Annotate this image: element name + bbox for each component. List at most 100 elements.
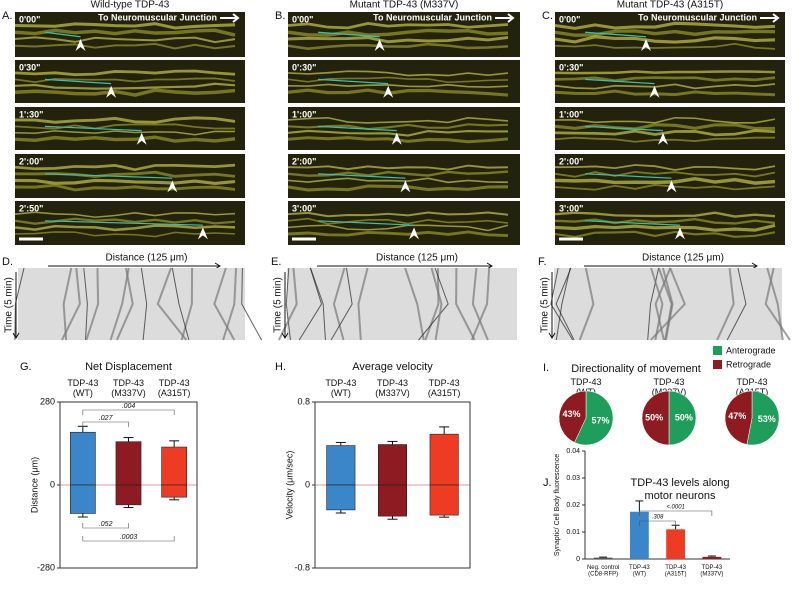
direction-arrow [220,13,240,23]
pie-slice [668,390,697,446]
axis-arrow [12,272,20,339]
axon [14,217,236,225]
axon [554,21,776,30]
arrowhead [106,85,117,98]
axis-arrow [548,272,556,339]
kymo-track [171,267,190,341]
arrowhead [409,227,419,240]
axis-arrow [281,272,289,339]
bar [666,529,686,559]
kymo-track [156,267,188,341]
time-label: 0':30" [292,62,316,72]
track [584,78,655,85]
y-tick-label: 0.8 [297,396,310,406]
axon [14,178,236,186]
axon [554,171,776,178]
time-label: 1':00" [559,109,583,119]
kymo-track [116,267,134,341]
panel-letter: D. [2,256,13,268]
kymo-track [430,267,443,341]
panel-title: Wild-type TDP-43 [91,0,170,11]
bar [593,557,613,559]
y-tick-label: 0 [305,479,310,489]
axon [287,170,509,177]
range-bar [69,431,96,486]
x-axis-label: Distance (125 μm) [106,253,188,264]
micrograph [15,154,245,198]
axon [14,183,236,192]
arrowhead [675,227,685,240]
axon [14,69,236,77]
x-category-label: TDP-43 (M337V) [111,378,146,398]
arrowhead [400,180,411,193]
chart-title: Directionality of movement [571,363,701,375]
chart-title: Net Displacement [85,361,172,373]
time-label: 1':00" [292,109,316,119]
value-label: 53% [758,414,776,424]
track [44,31,81,38]
axon [14,36,236,44]
significance-bracket [639,510,713,516]
kymograph [287,268,517,340]
kymo-track [471,267,489,341]
axon [287,224,509,232]
kymo-track [550,267,574,341]
axon [14,163,236,172]
kymo-track [332,267,346,341]
axon [287,211,509,218]
axon [14,224,236,232]
p-value: <.0001 [666,505,685,511]
arrowhead [391,132,402,145]
direction-label: To Neuromuscular Junction [98,12,217,22]
kymo-track [61,267,81,341]
x-category-label: TDP-43 (WT) [629,565,650,578]
range-bar [429,484,459,516]
range-bar [429,433,459,486]
time-label: 1':30" [19,109,43,119]
axon [554,116,776,124]
axon [14,135,236,143]
axon [287,129,509,137]
y-axis-label: Velocity (μm/sec) [284,451,294,520]
chart-title: Average velocity [352,361,433,373]
kymo-track [424,267,440,341]
kymo-track [310,267,326,341]
time-label: 0'00" [292,14,313,24]
time-label: 3':00" [559,203,583,213]
axon [554,164,776,171]
kymo-track [657,267,673,341]
time-label: 3':00" [292,203,316,213]
panel-letter: H. [275,361,286,373]
range-bar [161,446,188,486]
kymo-track [357,267,369,341]
x-category-label: TDP-43 (WT) [67,378,98,398]
y-tick-label: 0.04 [566,448,580,455]
kymo-track [555,267,571,341]
axon [287,42,509,50]
track [584,220,681,226]
axon [287,28,509,37]
arrowhead [649,85,660,98]
pie-slice [724,390,753,445]
axon [287,22,509,30]
micrograph [15,12,245,57]
axon [287,230,509,237]
value-label: 57% [591,416,609,426]
axon [554,230,776,239]
time-label: 2':50" [19,203,43,213]
axon [14,88,236,97]
axon [287,184,509,192]
x-category-label: TDP-43 (A315T) [428,378,461,398]
axon [14,82,236,90]
kymo-track [647,267,660,341]
arrowhead [197,227,208,240]
axon [14,116,236,124]
axon [554,223,776,232]
p-value: .004 [122,403,136,410]
axon [14,130,236,136]
range-bar [377,444,408,486]
y-axis-label: Time (5 min) [540,277,551,333]
micrograph [555,60,785,103]
kymo-track [83,267,88,341]
micrograph [555,201,785,245]
